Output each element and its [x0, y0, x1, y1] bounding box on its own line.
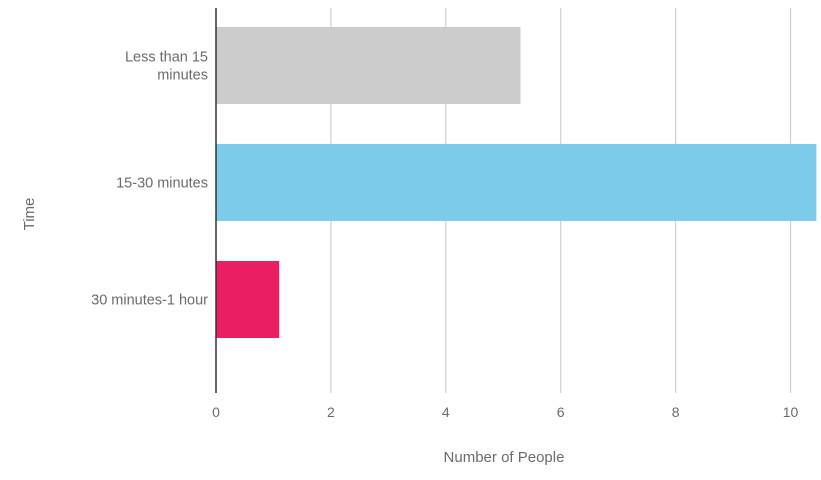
x-tick-labels: 0 2 4 6 8 10 [212, 404, 798, 420]
category-label-line: 15-30 minutes [116, 176, 208, 192]
x-axis-title: Number of People [444, 449, 565, 466]
category-labels: Less than 15 minutes 15-30 minutes 30 minut… [91, 50, 208, 309]
bar-0 [216, 27, 521, 104]
x-tick-label: 4 [442, 404, 450, 420]
category-label-line: minutes [157, 68, 208, 84]
x-tick-label: 10 [783, 404, 799, 420]
category-label: 15-30 minutes [116, 176, 208, 192]
category-label-line: 30 minutes-1 hour [91, 293, 208, 309]
bar-1 [216, 144, 817, 221]
bars [216, 27, 817, 338]
x-tick-label: 0 [212, 404, 220, 420]
category-label: Less than 15 minutes [125, 50, 208, 84]
y-axis-title: Time [21, 198, 38, 231]
category-label-line: Less than 15 [125, 50, 208, 66]
category-label: 30 minutes-1 hour [91, 293, 208, 309]
bar-2 [216, 261, 280, 338]
x-tick-label: 6 [557, 404, 565, 420]
x-tick-label: 8 [672, 404, 680, 420]
x-tick-label: 2 [327, 404, 335, 420]
